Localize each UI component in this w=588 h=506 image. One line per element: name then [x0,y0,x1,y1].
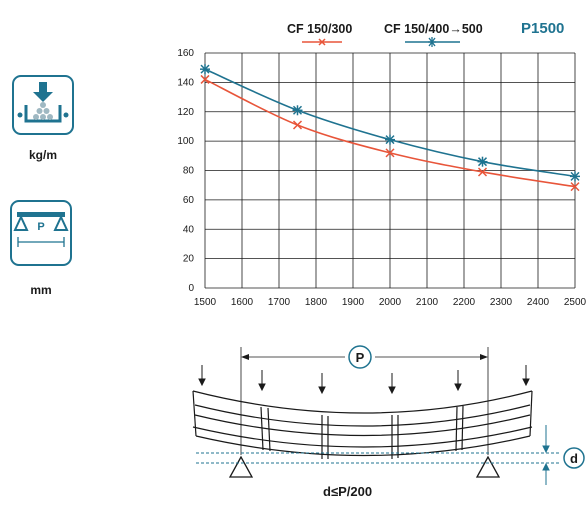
legend-series-2-label: CF 150/400→500 [384,22,483,36]
span-symbol: P [13,212,69,247]
x-tick-label: 1600 [231,297,254,308]
span-icon-symbol: P [37,221,44,233]
series-2-point [385,134,395,145]
series-1-point [570,182,580,192]
y-tick-label: 0 [188,283,194,294]
y-tick-label: 20 [183,254,195,265]
series-2-point [292,105,303,116]
support-left [228,455,254,478]
series-1-point [292,120,303,130]
y-tick-label: 60 [183,195,195,206]
cable-tray [192,390,533,459]
chart-title: P1500 [521,20,565,37]
x-tick-label: 2200 [453,297,476,308]
load-unit-label: kg/m [28,148,57,162]
series-1-point [477,167,488,177]
series-2-point [477,156,488,167]
load-arrows [198,365,530,395]
series-1-point [200,74,210,84]
load-symbol [17,82,69,123]
series-1-point [385,148,395,158]
deflection-marker-label: d [570,451,578,466]
y-tick-label: 160 [177,48,194,59]
load-icon [12,75,74,135]
x-tick-label: 1800 [305,297,328,308]
support-right [475,455,501,478]
series-2-point [200,64,210,75]
y-tick-label: 140 [177,77,194,88]
span-marker-label: P [356,350,365,365]
span-unit-label: mm [30,283,52,297]
y-tick-label: 120 [177,107,194,118]
beam-diagram: P d [192,345,585,485]
deflection-chart: 1500 1600 1700 1800 1900 2000 2100 2200 2300 2400… [177,48,587,308]
x-tick-label: 2400 [527,297,550,308]
legend-series-1-marker [318,38,326,46]
span-marker [348,345,372,369]
y-tick-label: 80 [183,166,195,177]
x-tick-label: 2100 [416,297,439,308]
series-2-point [570,171,580,182]
x-tick-label: 2000 [379,297,402,308]
legend-series-1-label: CF 150/300 [287,22,353,36]
deflection-marker [563,447,585,469]
deflection-arrows [542,425,550,485]
y-tick-label: 40 [183,224,195,235]
legend-series-2-marker [428,37,436,47]
y-tick-label: 100 [177,136,194,147]
x-tick-label: 2500 [564,297,587,308]
x-tick-label: 1900 [342,297,365,308]
deflection-formula: d≤P/200 [323,484,373,499]
x-tick-label: 1700 [268,297,291,308]
span-icon: P [10,200,72,266]
x-tick-label: 2300 [490,297,513,308]
legend-swatches [302,37,460,47]
x-tick-label: 1500 [194,297,217,308]
